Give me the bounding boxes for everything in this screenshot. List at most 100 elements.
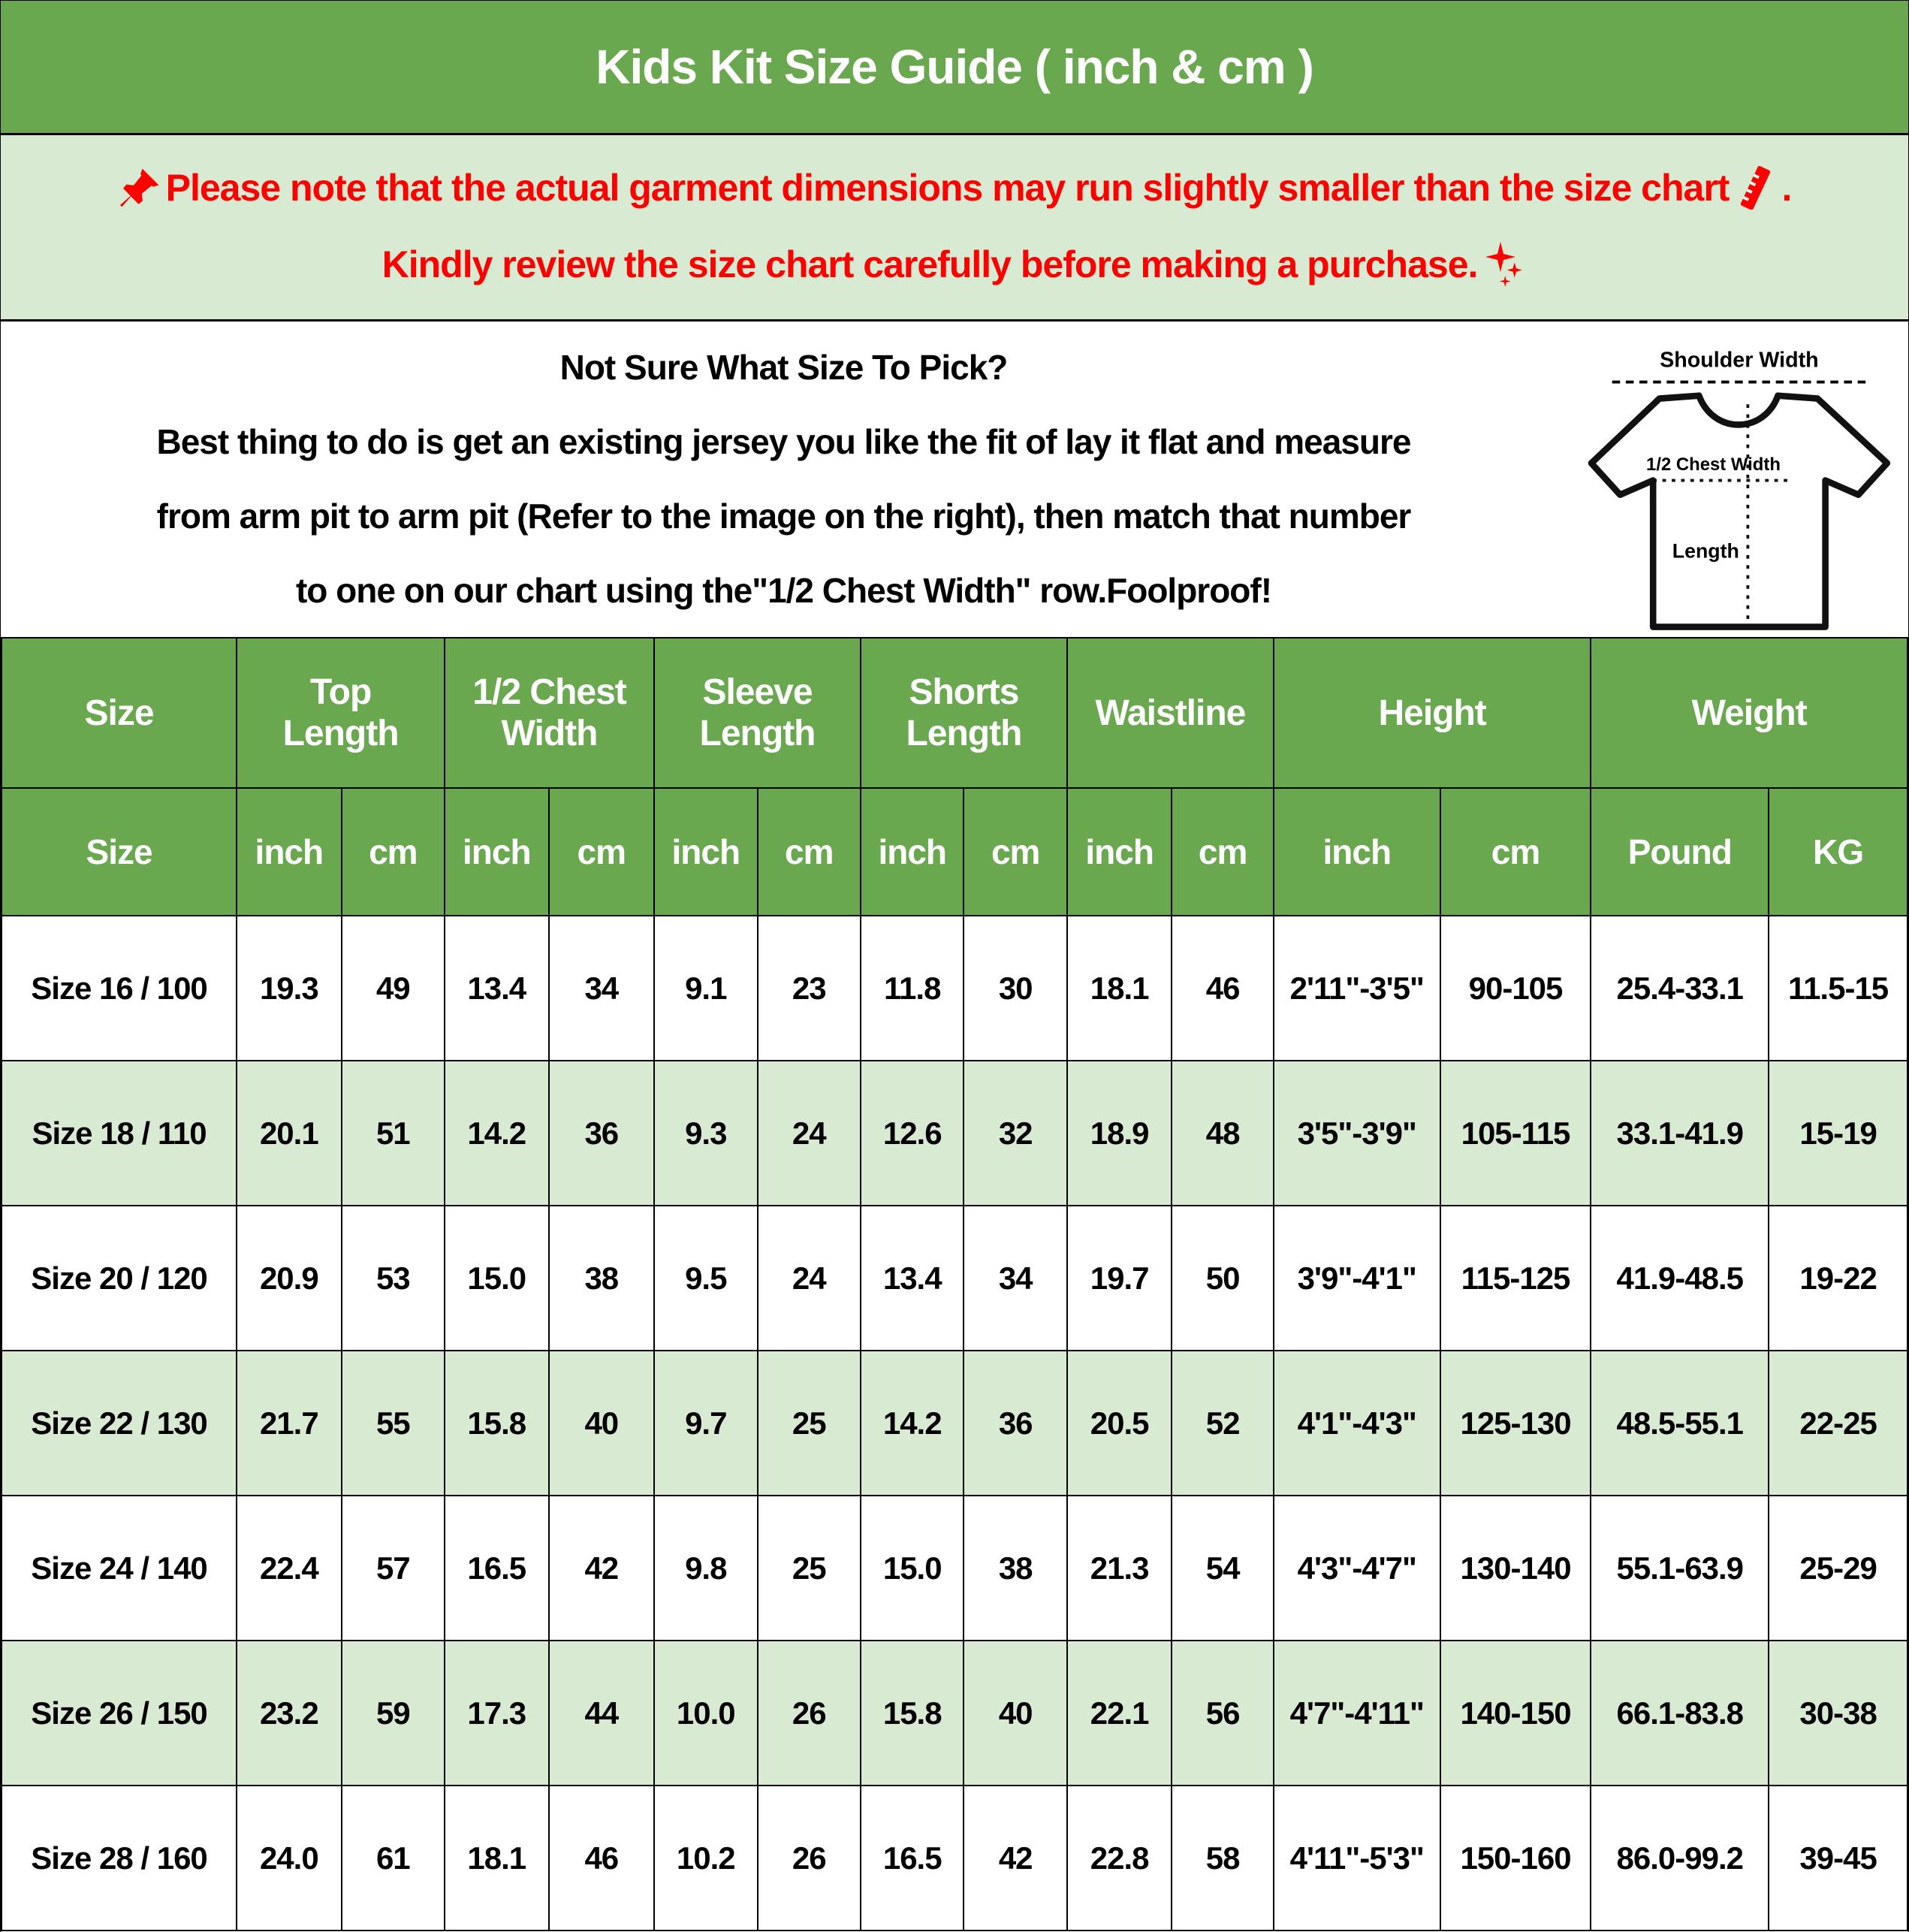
size-cell: Size 26 / 150 (0, 1640, 238, 1786)
value-cell: 56 (1171, 1640, 1274, 1786)
column-group-header: Sleeve Length (653, 637, 861, 789)
value-cell: 38 (963, 1495, 1068, 1641)
value-cell: 9.5 (653, 1205, 758, 1351)
value-cell: 48 (1171, 1060, 1274, 1206)
ruler-icon (1733, 165, 1777, 210)
value-cell: 25 (756, 1495, 861, 1641)
column-group-header: Size (0, 637, 238, 789)
header-row-groups: Size Top Length 1/2 Chest Width Sleeve Leng… (0, 637, 1908, 789)
shoulder-width-label: Shoulder Width (1660, 349, 1818, 373)
info-heading: Not Sure What Size To Pick? (559, 348, 1009, 387)
value-cell: 61 (340, 1785, 446, 1931)
value-cell: 38 (547, 1205, 656, 1351)
value-cell: 105-115 (1439, 1060, 1592, 1206)
unit-header: cm (1171, 787, 1274, 916)
value-cell: 18.1 (444, 1785, 550, 1931)
table-row: Size 18 / 110 20.1 51 14.2 36 9.3 24 12.6 32 18.9… (0, 1060, 1908, 1206)
value-cell: 44 (547, 1640, 656, 1786)
value-cell: 9.3 (653, 1060, 758, 1206)
unit-header: Size (0, 787, 238, 916)
value-cell: 18.9 (1066, 1060, 1173, 1206)
table-row: Size 26 / 150 23.2 59 17.3 44 10.0 26 15.8 40 22.… (0, 1640, 1908, 1786)
unit-header: Pound (1590, 787, 1770, 916)
unit-header: inch (653, 787, 758, 916)
value-cell: 115-125 (1439, 1205, 1592, 1351)
length-label: Length (1672, 540, 1739, 563)
value-cell: 46 (1171, 915, 1274, 1061)
value-cell: 15-19 (1768, 1060, 1908, 1206)
unit-header: inch (236, 787, 342, 916)
value-cell: 11.5-15 (1768, 915, 1908, 1061)
note-line-1-text: Please note that the actual garment dime… (165, 166, 1730, 209)
note-line-1-period: . (1781, 166, 1792, 209)
size-cell: Size 20 / 120 (0, 1205, 238, 1351)
column-group-header: 1/2 Chest Width (444, 637, 656, 789)
value-cell: 66.1-83.8 (1590, 1640, 1770, 1786)
value-cell: 140-150 (1439, 1640, 1592, 1786)
value-cell: 13.4 (859, 1205, 965, 1351)
value-cell: 9.7 (653, 1350, 758, 1496)
value-cell: 15.0 (444, 1205, 550, 1351)
value-cell: 48.5-55.1 (1590, 1350, 1770, 1496)
table-row: Size 28 / 160 24.0 61 18.1 46 10.2 26 16.5 42 22.… (0, 1785, 1908, 1931)
value-cell: 17.3 (444, 1640, 550, 1786)
unit-header: cm (340, 787, 446, 916)
value-cell: 11.8 (859, 915, 965, 1061)
value-cell: 30 (963, 915, 1068, 1061)
size-table-wrap: Size Top Length 1/2 Chest Width Sleeve Leng… (0, 637, 1908, 1932)
value-cell: 58 (1171, 1785, 1274, 1931)
value-cell: 22-25 (1768, 1350, 1908, 1496)
value-cell: 4'7"-4'11" (1272, 1640, 1441, 1786)
value-cell: 9.8 (653, 1495, 758, 1641)
value-cell: 55 (340, 1350, 446, 1496)
info-line-1: Best thing to do is get an existing jers… (156, 422, 1411, 461)
page-title: Kids Kit Size Guide ( inch & cm ) (596, 40, 1314, 94)
value-cell: 22.8 (1066, 1785, 1173, 1931)
value-cell: 24 (756, 1205, 861, 1351)
note-banner: Please note that the actual garment dime… (1, 135, 1908, 321)
value-cell: 46 (547, 1785, 656, 1931)
value-cell: 4'3"-4'7" (1272, 1495, 1441, 1641)
value-cell: 3'5"-3'9" (1272, 1060, 1441, 1206)
unit-header: cm (756, 787, 861, 916)
column-group-header: Weight (1590, 637, 1908, 789)
value-cell: 3'9"-4'1" (1272, 1205, 1441, 1351)
value-cell: 130-140 (1439, 1495, 1592, 1641)
value-cell: 22.1 (1066, 1640, 1173, 1786)
size-cell: Size 16 / 100 (0, 915, 238, 1061)
info-line-3: to one on our chart using the"1/2 Chest … (295, 571, 1272, 610)
note-line-2: Kindly review the size chart carefully b… (382, 240, 1528, 289)
value-cell: 15.8 (444, 1350, 550, 1496)
table-row: Size 22 / 130 21.7 55 15.8 40 9.7 25 14.2 36 20.5… (0, 1350, 1908, 1496)
value-cell: 36 (963, 1350, 1068, 1496)
sparkles-icon (1482, 240, 1527, 289)
unit-header: cm (963, 787, 1068, 916)
value-cell: 20.1 (236, 1060, 342, 1206)
value-cell: 55.1-63.9 (1590, 1495, 1770, 1641)
note-line-1: Please note that the actual garment dime… (118, 165, 1792, 210)
unit-header: cm (1439, 787, 1592, 916)
value-cell: 36 (547, 1060, 656, 1206)
pushpin-icon (118, 166, 161, 210)
chest-width-label: 1/2 Chest Width (1646, 454, 1781, 475)
value-cell: 24 (756, 1060, 861, 1206)
value-cell: 19.3 (236, 915, 342, 1061)
value-cell: 14.2 (859, 1350, 965, 1496)
column-group-header: Waistline (1066, 637, 1274, 789)
value-cell: 12.6 (859, 1060, 965, 1206)
info-section: Not Sure What Size To Pick? Best thing t… (1, 321, 1908, 637)
value-cell: 40 (547, 1350, 656, 1496)
value-cell: 18.1 (1066, 915, 1173, 1061)
value-cell: 90-105 (1439, 915, 1592, 1061)
unit-header: cm (547, 787, 656, 916)
value-cell: 34 (547, 915, 656, 1061)
info-text-block: Not Sure What Size To Pick? Best thing t… (1, 321, 1567, 637)
value-cell: 25.4-33.1 (1590, 915, 1770, 1061)
value-cell: 15.0 (859, 1495, 965, 1641)
value-cell: 15.8 (859, 1640, 965, 1786)
tshirt-diagram: Shoulder Width 1/2 Chest Width Length (1567, 321, 1908, 637)
value-cell: 54 (1171, 1495, 1274, 1641)
value-cell: 22.4 (236, 1495, 342, 1641)
value-cell: 40 (963, 1640, 1068, 1786)
